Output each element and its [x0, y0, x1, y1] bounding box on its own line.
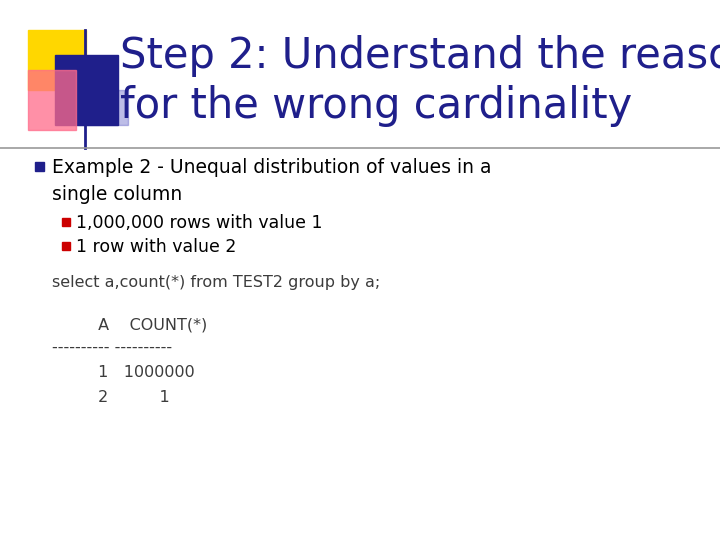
Bar — [62, 242, 70, 250]
Text: select a,count(*) from TEST2 group by a;: select a,count(*) from TEST2 group by a; — [52, 275, 380, 290]
Text: single column: single column — [52, 185, 182, 204]
Text: for the wrong cardinality: for the wrong cardinality — [120, 85, 632, 127]
Text: Step 2: Understand the reason: Step 2: Understand the reason — [120, 35, 720, 77]
Text: 1 row with value 2: 1 row with value 2 — [76, 238, 236, 256]
Text: ---------- ----------: ---------- ---------- — [52, 340, 172, 355]
Text: A    COUNT(*): A COUNT(*) — [52, 318, 207, 333]
Text: 2          1: 2 1 — [52, 390, 170, 405]
Text: Example 2 - Unequal distribution of values in a: Example 2 - Unequal distribution of valu… — [52, 158, 492, 177]
Bar — [35, 162, 44, 171]
Text: 1,000,000 rows with value 1: 1,000,000 rows with value 1 — [76, 214, 323, 232]
Bar — [78, 90, 128, 125]
Bar — [62, 218, 70, 226]
Bar — [55, 55, 118, 125]
Bar — [28, 70, 76, 130]
Text: 1   1000000: 1 1000000 — [52, 365, 194, 380]
Bar — [28, 30, 86, 90]
